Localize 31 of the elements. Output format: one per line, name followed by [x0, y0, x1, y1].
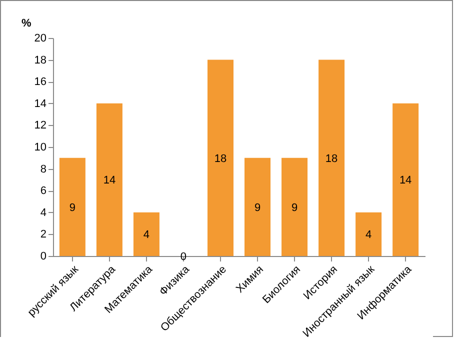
data-label: 9: [254, 202, 261, 214]
data-label: 9: [69, 202, 76, 214]
data-label: 4: [365, 229, 372, 242]
data-label: 9: [291, 202, 298, 214]
bar: [244, 158, 271, 256]
bar: [96, 103, 122, 256]
data-label: 18: [214, 152, 227, 165]
data-label: 0: [180, 251, 187, 263]
y-tick-label: 12: [34, 120, 46, 132]
y-axis-title: %: [22, 18, 32, 30]
y-tick-label: 8: [40, 163, 46, 176]
bar: [318, 60, 345, 256]
y-tick-label: 2: [40, 228, 46, 241]
bar: [392, 103, 419, 256]
data-label: 18: [325, 152, 338, 165]
y-tick-label: 6: [40, 185, 46, 198]
y-tick-label: 18: [34, 54, 46, 66]
data-label: 4: [143, 229, 150, 242]
y-tick-label: 20: [34, 32, 46, 44]
data-label: 14: [103, 174, 116, 187]
bar: [356, 212, 382, 256]
y-tick-label: 4: [40, 206, 46, 219]
y-tick-label: 10: [34, 142, 46, 154]
bar: [282, 158, 308, 256]
bar: [59, 158, 86, 256]
y-tick-label: 16: [34, 76, 46, 88]
y-tick-label: 0: [40, 250, 46, 262]
bar: [133, 212, 160, 256]
y-tick-label: 14: [34, 98, 46, 110]
bar: [207, 60, 234, 256]
data-label: 14: [399, 174, 412, 187]
